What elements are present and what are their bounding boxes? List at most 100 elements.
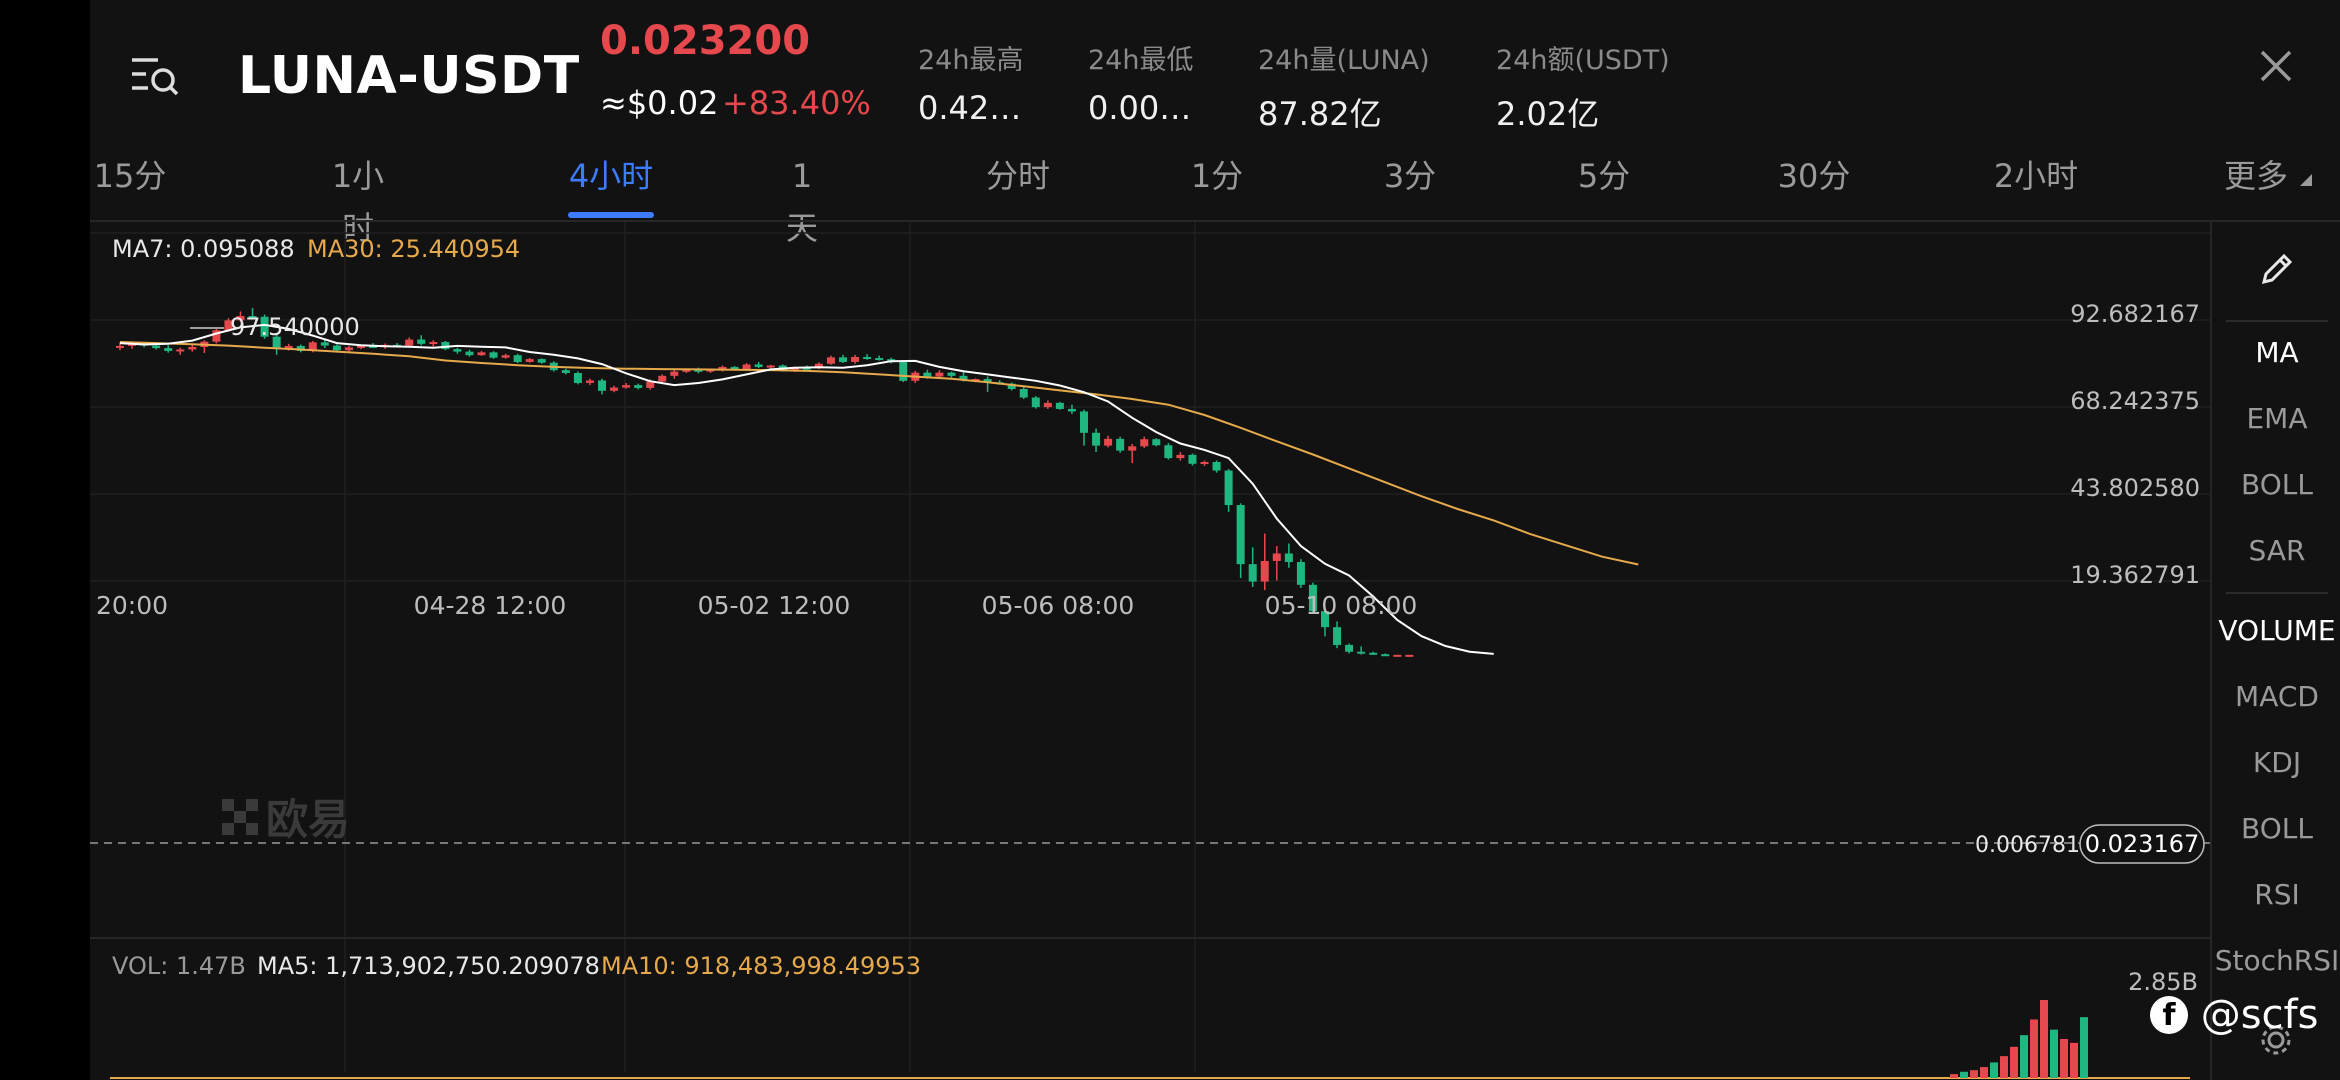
volume-bar — [1980, 1067, 1988, 1078]
candle-body — [1019, 389, 1028, 398]
candle-body — [610, 387, 619, 391]
candle-body — [441, 342, 450, 350]
candle-body — [875, 358, 884, 361]
more-dropdown-icon[interactable] — [2298, 172, 2314, 192]
volume-bar — [2060, 1039, 2068, 1078]
candle-body — [1381, 654, 1390, 657]
candle-body — [863, 356, 872, 359]
volume-bar — [2050, 1029, 2058, 1078]
pair-title[interactable]: LUNA-USDT — [238, 46, 580, 106]
candle-body — [598, 380, 606, 391]
indicator-sar[interactable]: SAR — [2248, 534, 2306, 567]
candle-body — [634, 385, 643, 388]
indicator-stochrsi[interactable]: StochRSI — [2214, 944, 2340, 977]
candle-body — [839, 357, 847, 362]
settings-gear-icon[interactable] — [2258, 1022, 2294, 1062]
candle-body — [224, 320, 233, 331]
indicator-ema[interactable]: EMA — [2246, 402, 2308, 435]
candle-body — [1031, 397, 1040, 408]
candle-body — [923, 372, 932, 377]
price-change-percent: +83.40% — [722, 84, 871, 122]
volume-bar — [2070, 1042, 2078, 1078]
candle-body — [1369, 652, 1378, 655]
volume-bars — [110, 1000, 2190, 1079]
tab-1h[interactable]: 1小时 — [331, 157, 385, 247]
tab-2h[interactable]: 2小时 — [1993, 157, 2079, 195]
tab-time-sharing[interactable]: 分时 — [985, 157, 1050, 195]
x-tick-label: 05-06 08:00 — [982, 591, 1135, 620]
volume-bar — [1990, 1062, 1998, 1078]
candle-body — [369, 345, 378, 348]
high-price-marker: 97.540000 — [230, 313, 360, 341]
y-tick-label: 43.802580 — [2070, 474, 2200, 502]
candle-body — [694, 369, 703, 372]
candle-body — [742, 364, 751, 370]
candle-body — [357, 345, 365, 348]
stat-label: 24h最高 — [918, 45, 1024, 76]
draw-tool-pencil-icon[interactable] — [2256, 248, 2298, 294]
indicator-macd[interactable]: MACD — [2235, 680, 2319, 713]
tab-5m[interactable]: 5分 — [1577, 157, 1631, 195]
candlestick-chart[interactable]: 欧易 92.68216768.24237543.80258019.362791 … — [90, 222, 2210, 1080]
y-tick-label: 92.682167 — [2070, 300, 2200, 328]
stat-label: 24h量(LUNA) — [1258, 45, 1430, 76]
candle-body — [1092, 432, 1101, 446]
stat-24h-high: 24h最高 0.42… — [918, 38, 1023, 127]
indicator-boll-sub[interactable]: BOLL — [2241, 812, 2313, 845]
x-tick-label: 05-02 12:00 — [698, 591, 851, 620]
tab-15m[interactable]: 15分 — [93, 157, 167, 195]
tab-30m[interactable]: 30分 — [1777, 157, 1851, 195]
volume-bar — [1960, 1071, 1968, 1078]
tab-3m[interactable]: 3分 — [1383, 157, 1437, 195]
social-watermark: f @scfs — [2150, 990, 2318, 1038]
candle-body — [1200, 461, 1209, 464]
candle-body — [453, 349, 462, 352]
ma30-value: MA30: 25.440954 — [307, 235, 520, 263]
candles — [116, 307, 1414, 657]
candle-body — [899, 361, 908, 381]
screen-bezel — [0, 0, 90, 1080]
y-tick-label: 68.242375 — [2070, 387, 2200, 415]
last-price-tag: 0.023167 — [2085, 830, 2200, 858]
pair-list-menu-icon[interactable] — [130, 50, 182, 102]
indicator-ma[interactable]: MA — [2255, 336, 2299, 369]
y-tick-label: 19.362791 — [2070, 561, 2200, 589]
candle-body — [814, 363, 823, 369]
indicator-kdj[interactable]: KDJ — [2252, 746, 2302, 779]
tab-1m[interactable]: 1分 — [1190, 157, 1244, 195]
tab-bar-divider — [90, 220, 2340, 222]
tab-more[interactable]: 更多 — [2223, 157, 2288, 195]
candle-body — [959, 375, 968, 381]
stat-24h-volume: 24h量(LUNA) 87.82亿 — [1258, 38, 1430, 135]
indicator-rsi[interactable]: RSI — [2254, 878, 2300, 911]
close-icon[interactable] — [2256, 46, 2296, 86]
candle-body — [622, 385, 631, 388]
stat-value: 0.00… — [1088, 89, 1192, 127]
x-tick-label: 05-10 08:00 — [1265, 591, 1418, 620]
candle-body — [730, 366, 739, 370]
tab-1d[interactable]: 1天 — [785, 157, 818, 247]
candle-body — [670, 371, 679, 376]
candle-body — [429, 342, 438, 345]
indicator-panel: MA EMA BOLL SAR VOLUME MACD KDJ BOLL RSI… — [2210, 222, 2340, 1080]
candle-body — [248, 316, 257, 319]
candle-body — [1296, 562, 1305, 585]
candle-body — [1164, 445, 1173, 459]
candle-body — [646, 381, 655, 388]
x-tick-label: 04-28 12:00 — [414, 591, 567, 620]
chart-grid — [90, 222, 2210, 1072]
candle-body — [284, 345, 293, 349]
last-price-tag-box — [2079, 824, 2205, 864]
volume-bar — [1950, 1074, 1958, 1078]
social-handle: @scfs — [2200, 992, 2319, 1038]
candle-body — [465, 351, 474, 356]
candle-body — [332, 345, 341, 351]
candle-body — [947, 372, 956, 376]
tab-4h[interactable]: 4小时 — [568, 157, 654, 195]
indicator-boll-main[interactable]: BOLL — [2241, 468, 2313, 501]
candle-body — [1067, 408, 1076, 412]
candle-body — [272, 336, 281, 349]
indicator-volume[interactable]: VOLUME — [2218, 614, 2336, 647]
candle-body — [164, 348, 173, 351]
candle-body — [754, 364, 763, 367]
